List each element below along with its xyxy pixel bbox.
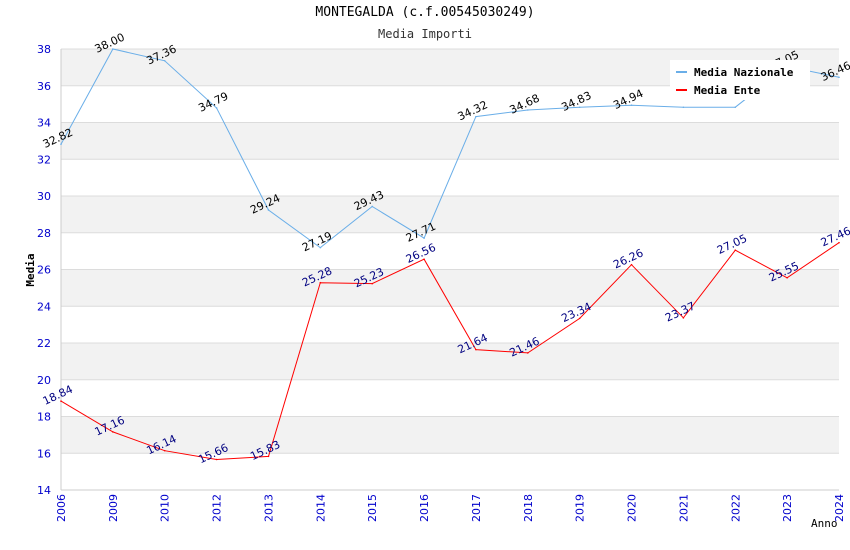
x-tick-label: 2024: [833, 494, 846, 522]
y-tick-label: 32: [37, 153, 51, 166]
y-tick-label: 18: [37, 411, 51, 424]
legend-swatch-media-ente: [676, 89, 687, 91]
x-tick-label: 2018: [522, 494, 535, 522]
legend-item-media-nazionale: Media Nazionale: [676, 63, 793, 81]
x-tick-label: 2006: [55, 494, 68, 522]
data-label-media-nazionale: 34.94: [611, 87, 645, 112]
data-point-media-ente: [371, 282, 374, 285]
data-point-media-ente: [682, 317, 685, 319]
x-tick-label: 2009: [107, 494, 120, 522]
data-point-media-nazionale: [215, 107, 218, 109]
y-tick-label: 26: [37, 264, 51, 277]
plot-band: [61, 122, 839, 160]
data-label-media-nazionale: 34.79: [196, 90, 230, 115]
data-point-media-nazionale: [423, 237, 425, 239]
data-point-media-nazionale: [630, 104, 633, 107]
data-point-media-ente: [319, 281, 322, 284]
x-tick-label: 2023: [781, 494, 794, 522]
data-point-media-nazionale: [112, 48, 114, 50]
plot-band: [61, 343, 839, 380]
data-label-media-ente: 27.05: [715, 232, 749, 257]
data-point-media-ente: [215, 458, 218, 461]
series-line-media-nazionale: [60, 48, 840, 249]
data-point-media-nazionale: [682, 106, 685, 109]
data-point-media-nazionale: [267, 209, 270, 211]
legend-label-media-ente: Media Ente: [694, 83, 761, 97]
data-label-media-nazionale: 34.32: [456, 98, 490, 123]
data-point-media-ente: [838, 241, 840, 244]
data-point-media-ente: [578, 317, 581, 320]
y-tick-label: 38: [37, 43, 51, 56]
x-tick-label: 2012: [211, 494, 224, 522]
legend-swatch-media-nazionale: [676, 71, 687, 73]
plot-band: [61, 416, 839, 454]
x-tick-label: 2020: [626, 494, 639, 522]
x-tick-label: 2016: [418, 494, 431, 522]
x-tick-label: 2015: [366, 494, 379, 522]
data-point-media-nazionale: [838, 76, 840, 79]
data-point-media-nazionale: [319, 246, 322, 249]
data-point-media-ente: [267, 455, 270, 458]
data-point-media-nazionale: [734, 106, 737, 109]
x-tick-label: 2010: [159, 494, 172, 522]
x-tick-label: 2021: [677, 494, 690, 522]
y-tick-label: 36: [37, 80, 51, 93]
y-tick-label: 28: [37, 227, 51, 240]
data-label-media-nazionale: 34.83: [559, 89, 593, 114]
series-layer: [60, 48, 840, 461]
chart-title: MONTEGALDA (c.f.00545030249): [315, 5, 535, 20]
y-tick-label: 24: [37, 300, 51, 313]
data-label-media-nazionale: 34.68: [508, 92, 542, 117]
data-point-media-ente: [60, 400, 62, 402]
data-point-media-ente: [423, 258, 425, 261]
data-point-media-ente: [734, 249, 737, 252]
data-point-media-nazionale: [60, 143, 62, 145]
data-point-media-ente: [163, 449, 166, 452]
data-point-media-ente: [475, 348, 477, 351]
x-axis-label: Anno: [811, 517, 838, 530]
data-point-media-nazionale: [527, 109, 529, 111]
data-point-media-nazionale: [475, 115, 477, 118]
legend: Media Nazionale Media Ente: [670, 60, 810, 100]
data-point-media-nazionale: [578, 106, 581, 109]
data-point-media-ente: [630, 263, 633, 266]
data-point-media-ente: [112, 431, 114, 433]
legend-label-media-nazionale: Media Nazionale: [694, 65, 794, 79]
plot-band: [61, 196, 839, 233]
x-tick-label: 2017: [470, 494, 483, 522]
plot-band: [61, 269, 839, 307]
y-tick-label: 14: [37, 484, 51, 497]
x-tick-label: 2022: [729, 494, 742, 522]
data-point-media-ente: [786, 276, 788, 279]
series-line-media-ente: [60, 242, 840, 461]
x-tick-label: 2019: [574, 494, 587, 522]
y-axis-label: Media: [24, 253, 37, 286]
data-point-media-nazionale: [163, 59, 166, 62]
y-tick-label: 34: [37, 117, 51, 130]
x-tick-label: 2013: [262, 494, 275, 522]
y-tick-label: 20: [37, 374, 51, 387]
y-tick-label: 22: [37, 337, 51, 350]
y-tick-label: 16: [37, 447, 51, 460]
y-tick-label: 30: [37, 190, 51, 203]
data-point-media-ente: [527, 352, 529, 354]
legend-item-media-ente: Media Ente: [676, 81, 760, 99]
x-tick-label: 2014: [314, 494, 327, 522]
data-point-media-nazionale: [371, 205, 374, 208]
chart-subtitle: Media Importi: [378, 27, 472, 41]
